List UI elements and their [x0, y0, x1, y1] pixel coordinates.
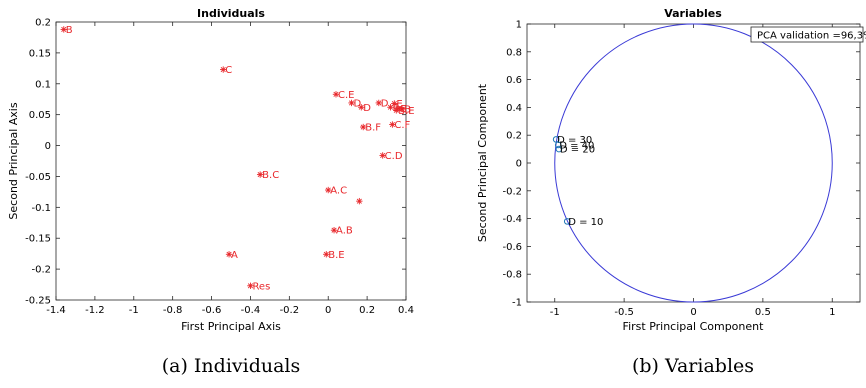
- data-point: D = 30: [552, 135, 592, 146]
- point-label: A.C: [330, 186, 347, 197]
- y-tick-label: 0.1: [35, 79, 51, 90]
- y-tick-label: 0: [45, 141, 51, 152]
- x-tick-label: -1.4: [46, 305, 66, 316]
- data-point: B.C: [256, 170, 279, 181]
- point-label: E: [396, 99, 402, 110]
- x-tick-label: -0.8: [163, 305, 183, 316]
- x-tick-label: 0.4: [398, 305, 414, 316]
- data-point: C.F: [389, 120, 411, 131]
- y-tick-label: -0.25: [25, 296, 51, 307]
- data-point: Res: [247, 281, 270, 292]
- y-tick-label: -0.8: [502, 270, 522, 281]
- point-label: D = 40: [559, 140, 594, 151]
- x-tick-label: 0: [325, 305, 331, 316]
- point-label: C.E: [338, 90, 354, 101]
- point-label: D = 10: [568, 217, 603, 228]
- data-point: A.C: [325, 186, 347, 197]
- y-tick-label: -0.15: [25, 234, 51, 245]
- data-point: E: [391, 99, 403, 110]
- x-axis-label: First Principal Axis: [181, 320, 281, 333]
- caption-a: (a) Individuals: [162, 355, 301, 377]
- point-label: C.D: [385, 151, 403, 162]
- chart-title: Variables: [664, 7, 722, 20]
- point-label: D: [354, 98, 362, 109]
- point-label: D: [363, 103, 371, 114]
- data-point: B: [398, 105, 411, 116]
- data-point: C.E: [332, 90, 354, 101]
- y-tick-label: 0.05: [29, 110, 51, 121]
- point-label: C: [225, 65, 232, 76]
- point-label: B.E: [398, 106, 414, 117]
- y-tick-label: 0.15: [29, 48, 51, 59]
- plot-area: [55, 21, 407, 301]
- data-point: B.F: [360, 123, 381, 134]
- y-tick-label: -0.2: [31, 265, 51, 276]
- point-label: B.F: [365, 123, 381, 134]
- data-point: D = 20: [555, 145, 595, 156]
- data-point: C.D: [379, 151, 403, 162]
- data-point: A: [225, 250, 238, 261]
- x-tick-label: 0.5: [755, 307, 771, 318]
- y-tick-label: 0.8: [506, 47, 522, 58]
- point-label: D = 20: [560, 145, 595, 156]
- x-tick-label: 0.2: [359, 305, 375, 316]
- x-tick-label: -1: [129, 305, 139, 316]
- y-tick-label: -0.4: [502, 214, 522, 225]
- y-tick-label: -0.6: [502, 242, 522, 253]
- data-point: D = 10: [563, 217, 603, 228]
- x-tick-label: 0: [690, 307, 696, 318]
- individuals-chart: Individuals First Principal Axis Second …: [7, 7, 415, 333]
- point-label: D: [381, 98, 389, 109]
- x-tick-label: -1.2: [85, 305, 105, 316]
- point-label: C.F: [394, 120, 410, 131]
- y-tick-label: 1: [516, 20, 522, 31]
- y-tick-label: -0.1: [31, 203, 51, 214]
- chart-title: Individuals: [197, 7, 265, 20]
- point-label: B: [66, 25, 73, 36]
- point-label: A.B: [336, 226, 353, 237]
- data-point: D = 40: [554, 140, 594, 151]
- x-tick-label: 1: [829, 307, 835, 318]
- point-label: B.C: [262, 170, 279, 181]
- x-tick-label: -0.6: [202, 305, 222, 316]
- point-label: A: [231, 250, 238, 261]
- data-point: B.E: [393, 106, 415, 117]
- variables-chart: Variables First Principal Component Seco…: [476, 7, 866, 333]
- annotation-box: PCA validation =96,3%: [750, 26, 866, 43]
- correlation-circle: [554, 23, 833, 303]
- data-point: D: [348, 98, 362, 109]
- data-point: D: [375, 98, 389, 109]
- data-point: B.E: [323, 250, 345, 261]
- y-tick-label: -0.2: [502, 186, 522, 197]
- data-point: B: [60, 25, 73, 36]
- y-tick-label: 0: [516, 159, 522, 170]
- y-tick-label: -0.05: [25, 172, 51, 183]
- pca-validation-annotation: PCA validation =96,3%: [757, 31, 866, 42]
- point-label: B.E: [328, 250, 344, 261]
- y-tick-label: 0.2: [35, 18, 51, 29]
- data-point: [356, 197, 363, 205]
- x-tick-label: -0.4: [241, 305, 261, 316]
- y-tick-label: 0.4: [506, 103, 522, 114]
- data-point: A.B: [330, 226, 353, 237]
- point-label: B: [404, 105, 411, 116]
- x-tick-label: -0.5: [614, 307, 634, 318]
- data-point: C: [220, 65, 232, 76]
- plot-area: [526, 23, 861, 303]
- y-tick-label: 0.2: [506, 131, 522, 142]
- caption-b: (b) Variables: [632, 355, 754, 377]
- point-label: Res: [252, 281, 270, 292]
- x-axis-label: First Principal Component: [623, 320, 765, 333]
- y-axis-label: Second Principal Component: [476, 83, 489, 242]
- point-label: D = 30: [557, 135, 592, 146]
- x-tick-label: -0.2: [280, 305, 300, 316]
- y-tick-label: 0.6: [506, 75, 522, 86]
- y-axis-label: Second Principal Axis: [7, 102, 20, 219]
- data-point: D: [358, 103, 371, 114]
- x-tick-label: -1: [550, 307, 560, 318]
- y-tick-label: -1: [512, 298, 522, 309]
